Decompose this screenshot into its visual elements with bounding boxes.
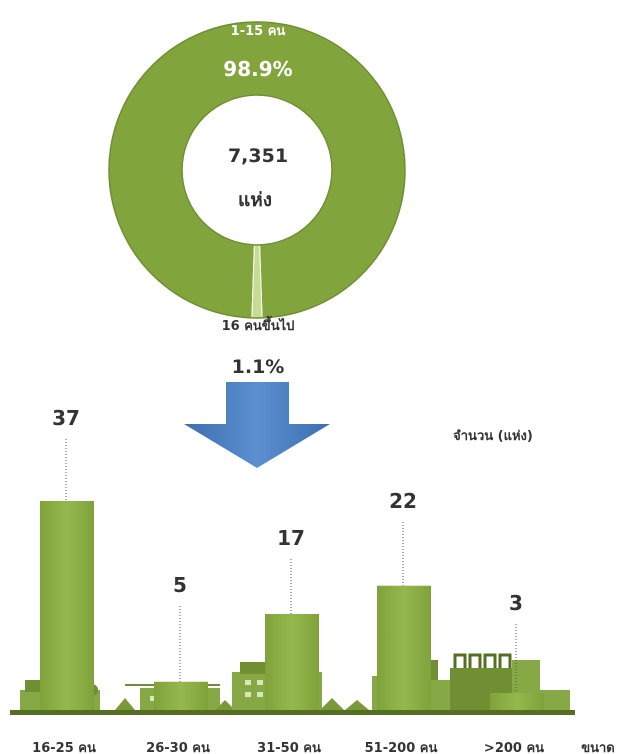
bar [154, 681, 208, 710]
donut-main-label: 1-15 คน [231, 24, 286, 39]
donut-center-unit: แห่ง [238, 189, 272, 211]
bar-value-label: 22 [389, 489, 417, 513]
x-tick-label: 31-50 คน [257, 741, 321, 754]
donut-chart [108, 21, 406, 319]
donut-outer-rim [108, 21, 406, 319]
bar [40, 501, 94, 710]
down-arrow-icon [184, 382, 330, 468]
x-tick-label: 16-25 คน [32, 741, 96, 754]
bar [377, 585, 431, 710]
donut-center-value: 7,351 [228, 145, 288, 167]
x-tick-label: 51-200 คน [365, 741, 438, 754]
bar-value-label: 17 [277, 526, 305, 550]
bar-value-label: 5 [173, 573, 187, 597]
donut-hole [181, 94, 333, 246]
donut-small-label: 16 คนขึ้นไป [222, 315, 295, 334]
y-axis-label: จำนวน (แห่ง) [453, 428, 533, 444]
bar-chart: 37 16-25 คน 5 26-30 คน 17 31-50 คน 22 51-200 คน… [32, 406, 544, 754]
x-tick-label: >200 คน [484, 741, 544, 754]
x-axis-label: ขนาด [581, 741, 615, 754]
donut-small-percent: 1.1% [232, 356, 285, 378]
donut-main-percent: 98.9% [223, 57, 292, 81]
bar-value-label: 37 [52, 406, 80, 430]
bar [265, 613, 319, 710]
bar-value-label: 3 [509, 591, 523, 615]
bar [490, 693, 544, 710]
x-tick-label: 26-30 คน [146, 741, 210, 754]
